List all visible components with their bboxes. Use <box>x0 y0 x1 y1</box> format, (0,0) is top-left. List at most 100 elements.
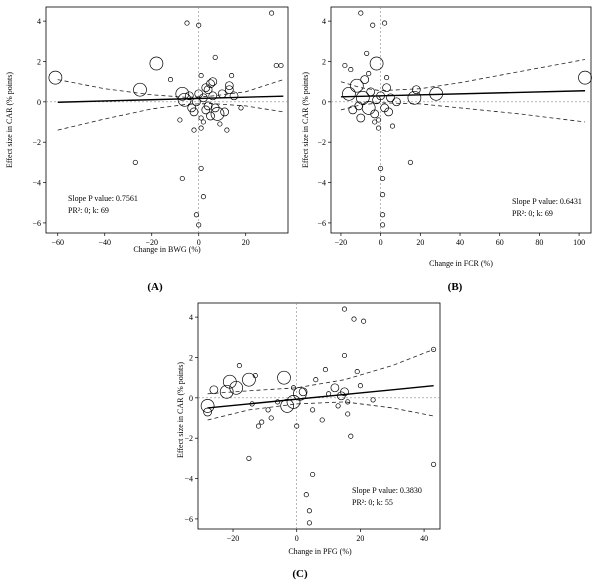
data-point-a-40 <box>229 91 239 101</box>
data-point-b-24 <box>386 93 395 103</box>
regression-line-c <box>207 385 434 409</box>
data-point-c-37 <box>345 399 351 405</box>
data-point-b-31 <box>355 90 370 105</box>
data-point-b-38 <box>384 75 390 81</box>
data-point-a-9 <box>184 20 190 26</box>
data-point-c-34 <box>341 306 348 312</box>
data-point-a-38 <box>224 81 234 91</box>
ci-lower-c <box>207 401 434 421</box>
data-point-a-22 <box>201 83 211 93</box>
ci-lower-a <box>57 103 284 131</box>
data-point-a-4 <box>167 77 174 83</box>
data-point-c-31 <box>330 383 340 393</box>
data-point-c-9 <box>252 373 258 379</box>
ci-upper-a <box>57 79 284 98</box>
data-point-b-32 <box>407 159 413 165</box>
y-tick-label-b-0: −6 <box>317 219 326 228</box>
data-point-c-47 <box>293 386 307 401</box>
data-point-a-16 <box>198 115 204 121</box>
data-point-c-41 <box>357 383 363 389</box>
x-tick-label-b-3: 40 <box>456 238 464 247</box>
data-point-b-36 <box>578 70 592 85</box>
data-point-a-46 <box>198 165 204 171</box>
data-point-a-41 <box>224 127 230 133</box>
data-point-a-42 <box>238 105 244 111</box>
data-point-a-1 <box>133 82 147 97</box>
data-point-b-6 <box>361 101 376 115</box>
x-tick-label-a-4: 20 <box>242 238 250 247</box>
data-point-c-32 <box>335 403 341 409</box>
data-point-c-12 <box>265 407 271 413</box>
data-point-c-7 <box>242 372 256 387</box>
x-tick-label-a-3: 0 <box>197 238 201 247</box>
plot-area-c <box>197 302 441 530</box>
data-point-a-25 <box>196 222 202 228</box>
x-tick-label-b-4: 60 <box>496 238 504 247</box>
x-tick-label-c-1: 0 <box>295 534 299 543</box>
data-point-c-14 <box>268 415 274 421</box>
x-tick-label-a-2: −20 <box>145 238 158 247</box>
data-point-b-2 <box>348 67 354 73</box>
data-point-a-30 <box>208 77 218 87</box>
ci-lower-b <box>340 102 586 123</box>
data-point-a-36 <box>220 107 229 117</box>
data-point-c-46 <box>336 391 346 401</box>
data-point-c-0 <box>200 399 215 413</box>
data-point-b-22 <box>382 83 391 93</box>
data-point-c-1 <box>203 407 212 417</box>
ylabel-a: Effect size in CAR (% points) <box>5 72 14 168</box>
data-point-b-37 <box>372 119 378 125</box>
data-point-b-28 <box>356 113 366 123</box>
data-point-a-27 <box>206 79 215 89</box>
stat-line1-b: Slope P value: 0.6431 <box>512 197 582 206</box>
y-tick-label-a-2: −2 <box>32 138 41 147</box>
y-tick-label-c-2: −2 <box>184 434 193 443</box>
data-point-a-45 <box>278 62 284 69</box>
data-point-c-45 <box>431 461 437 467</box>
data-point-c-15 <box>275 399 281 405</box>
x-tick-label-a-1: −40 <box>98 238 111 247</box>
data-point-b-15 <box>378 165 384 171</box>
panel-tag-c: (C) <box>292 568 308 580</box>
data-point-a-12 <box>189 107 199 117</box>
y-tick-label-a-5: 4 <box>37 17 41 26</box>
data-point-c-39 <box>351 316 357 322</box>
y-tick-label-b-5: 4 <box>322 17 326 26</box>
data-point-b-18 <box>380 212 386 218</box>
xlabel-b: Change in FCR (%) <box>429 259 493 268</box>
panel-tag-a: (A) <box>147 281 163 293</box>
marks-c <box>198 303 440 529</box>
regression-line-b <box>340 90 586 98</box>
y-tick-label-a-0: −6 <box>32 219 41 228</box>
data-point-a-29 <box>208 91 218 101</box>
y-tick-label-c-1: −4 <box>184 475 193 484</box>
data-point-c-35 <box>341 352 348 359</box>
data-point-b-30 <box>366 71 372 77</box>
data-point-a-17 <box>198 125 204 131</box>
data-point-a-24 <box>193 212 199 218</box>
data-point-c-42 <box>361 318 367 324</box>
data-point-a-31 <box>212 54 218 60</box>
regression-line-a <box>57 95 284 103</box>
data-point-a-6 <box>177 92 192 107</box>
data-point-a-3 <box>149 56 164 71</box>
ci-upper-c <box>207 349 434 395</box>
data-point-b-16 <box>380 175 386 182</box>
data-point-a-11 <box>179 175 185 182</box>
data-point-a-18 <box>198 73 204 79</box>
data-point-b-33 <box>407 90 422 105</box>
data-point-c-28 <box>319 417 325 423</box>
x-tick-label-b-0: −20 <box>335 238 348 247</box>
data-point-b-26 <box>392 97 401 107</box>
data-point-c-23 <box>306 508 312 514</box>
x-tick-label-b-5: 80 <box>535 238 543 247</box>
y-tick-label-b-3: 0 <box>322 98 326 107</box>
y-tick-label-a-4: 2 <box>37 57 41 66</box>
data-point-a-43 <box>269 10 275 16</box>
y-tick-label-b-2: −2 <box>317 138 326 147</box>
